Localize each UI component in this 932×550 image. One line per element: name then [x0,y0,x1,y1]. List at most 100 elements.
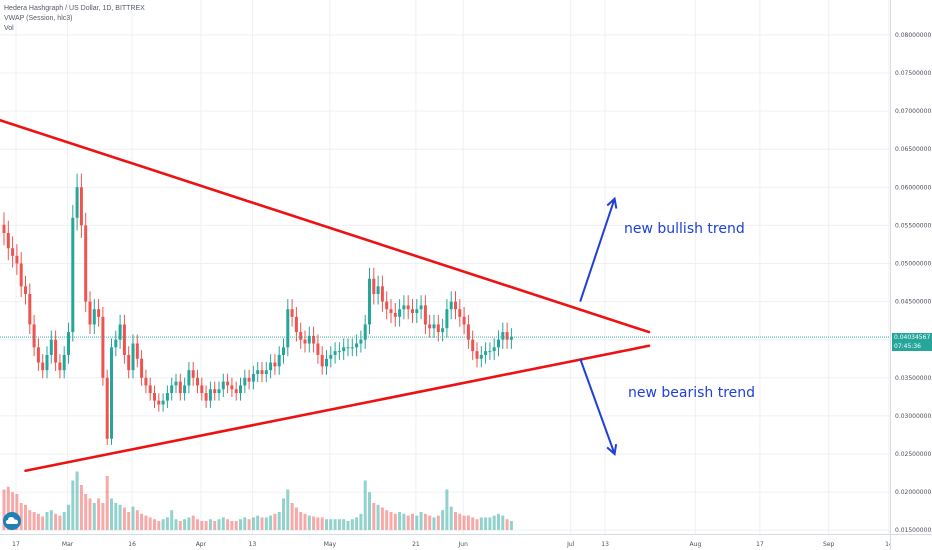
price-axis[interactable]: 0.01500000 0.02000000 0.02500000 0.03000000… [890,0,932,534]
candle-body [105,377,109,439]
volume-bar [2,489,6,530]
time-axis-ticks: 17 Mar 16 Apr 13 May 21 Jun Jul 13 Aug 17 Sep 14 [12,541,893,548]
volume-bar [67,504,70,530]
volume-bar [466,515,470,530]
candle-body [32,324,36,348]
volume-bar [32,512,36,530]
candle-body [346,347,350,349]
volume-bar [445,489,449,530]
volume-bar [114,503,118,530]
volume-bar [256,515,260,530]
candle-body [243,377,247,386]
candle-body [170,385,174,394]
candle-body [269,362,273,371]
symbol-title[interactable]: Hedera Hashgraph / US Dollar, 1D, BITTRE… [4,5,145,12]
lower-trendline[interactable] [24,344,651,473]
volume-bar [165,517,169,530]
candle-body [273,362,277,367]
candle-body [260,370,264,374]
time-tick-label: 21 [412,541,420,548]
chart-plot-area[interactable] [0,0,890,534]
candle-body [299,332,303,340]
candle-body [208,389,212,401]
trendlines[interactable] [0,118,651,473]
candle-body [174,381,178,386]
volume-bar [286,489,290,530]
price-chart[interactable] [0,0,890,534]
candle-body [183,385,187,394]
vwap-indicator-label[interactable]: VWAP (Session, hlc3) [4,15,73,22]
volume-bar [157,521,161,530]
bullish-arrow[interactable] [579,198,616,302]
volume-bar [183,519,187,530]
bullish-annotation[interactable]: new bullish trend [624,221,745,237]
candle-body [471,339,475,352]
volume-bar [441,510,445,530]
price-tick-label: 0.01500000 [895,527,931,534]
volume-bar [376,504,380,530]
volume-bar [337,519,341,530]
volume-bar [36,513,40,530]
candle-body [355,343,359,348]
volume-bar [226,519,230,530]
candle-body [441,328,445,333]
volume-bar [342,519,346,530]
volume-bar [62,512,66,530]
volume-bar [484,517,488,530]
volume-indicator-label[interactable]: Vol [4,25,14,32]
volume-bar [488,517,492,530]
candle-body [114,339,118,348]
candle-body [239,385,242,394]
time-tick-label: 13 [249,541,257,548]
candle-body [36,347,40,363]
volume-bar [363,480,367,530]
volume-bar [97,498,101,530]
candle-body [458,309,462,317]
time-tick-label: 14 [885,541,890,548]
volume-bar [346,521,350,530]
candle-body [247,377,251,382]
candle-body [436,324,440,333]
candle-body [454,301,457,310]
volume-bar [411,513,414,530]
volume-bar [264,517,268,530]
candle-body [213,389,217,394]
price-tick-label: 0.04500000 [895,299,931,306]
candle-body [196,377,199,386]
trend-arrows[interactable] [579,196,618,456]
candle-body [88,301,92,325]
candle-body [58,362,62,371]
volume-bar [501,515,505,530]
volume-bar [497,513,500,530]
volume-bar [6,486,10,530]
candle-body [432,324,436,329]
volume-bar [462,515,466,530]
volume-bar [505,519,509,530]
bearish-arrow[interactable] [579,358,616,455]
volume-bar [282,498,285,530]
bearish-annotation[interactable]: new bearish trend [628,385,756,401]
candle-body [122,324,126,355]
candle-body [445,309,449,329]
candle-countdown-badge: 07:45:36 [892,342,932,352]
volume-bar [196,519,199,530]
candle-body [466,324,470,340]
volume-bar [75,471,79,530]
volume-bar [458,513,462,530]
candle-body [49,339,53,355]
candle-body [492,347,496,352]
candle-body [221,381,225,390]
price-axis-ticks: 0.01500000 0.02000000 0.02500000 0.03000000… [895,32,931,534]
volume-bar [71,480,75,530]
candle-body [411,309,414,314]
volume-bar [389,512,393,530]
candle-body [376,286,380,294]
volume-bar [355,517,359,530]
candle-body [393,313,397,317]
upper-trendline[interactable] [0,118,651,334]
volume-bar [419,512,423,530]
volume-bar [449,506,453,530]
volume-bar [368,492,371,530]
tradingview-logo-icon[interactable] [3,512,21,530]
time-axis[interactable]: 17 Mar 16 Apr 13 May 21 Jun Jul 13 Aug 17 Sep 14 [0,534,893,550]
